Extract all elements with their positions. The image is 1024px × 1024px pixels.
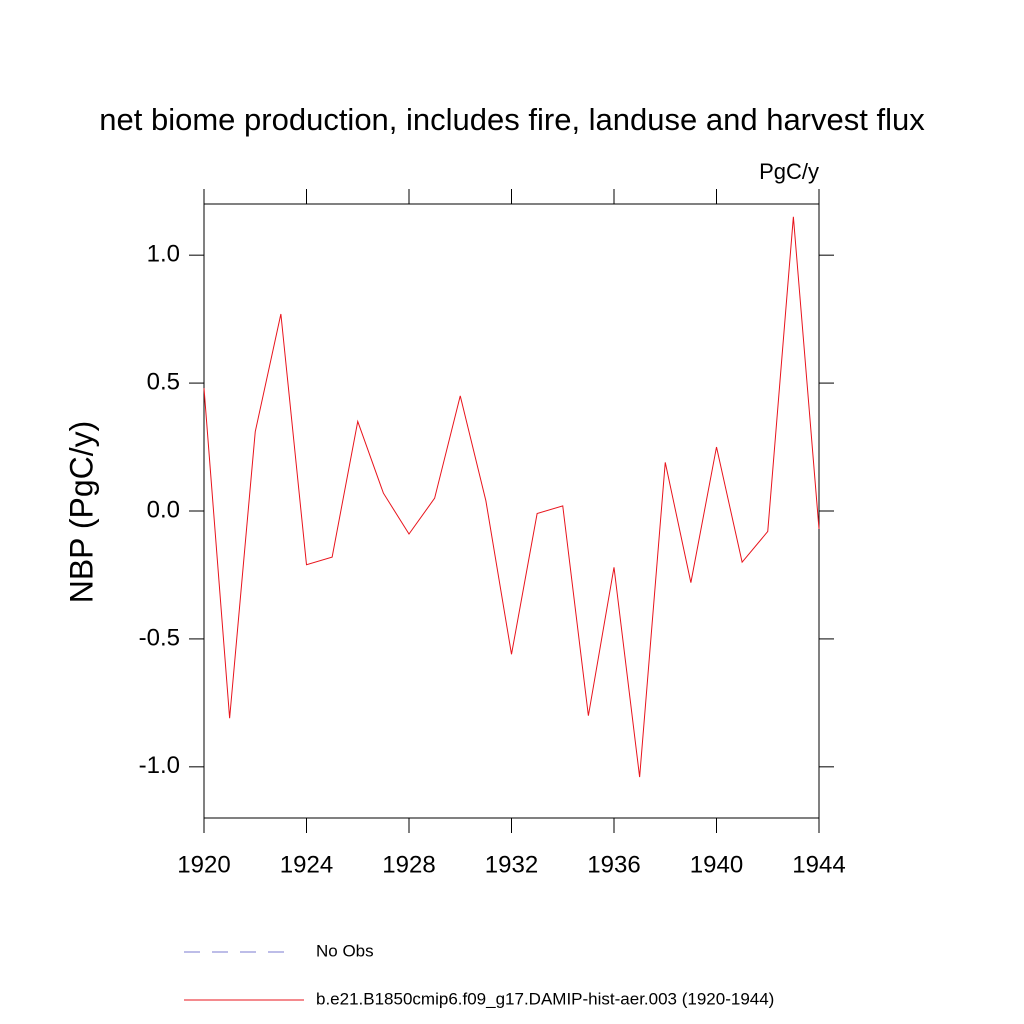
x-tick-label: 1924: [280, 851, 333, 878]
x-tick-label: 1928: [382, 851, 435, 878]
x-tick-label: 1932: [485, 851, 538, 878]
plot-frame: [203, 203, 820, 819]
x-tick-label: 1940: [690, 851, 743, 878]
chart-title: net biome production, includes fire, lan…: [99, 102, 925, 137]
y-tick-label: 0.5: [147, 368, 180, 395]
legend-label: No Obs: [316, 941, 374, 960]
x-tick-label: 1944: [792, 851, 845, 878]
x-tick-label: 1920: [177, 851, 230, 878]
y-tick-label: -0.5: [139, 624, 180, 651]
units-label: PgC/y: [759, 159, 819, 184]
legend-label: b.e21.B1850cmip6.f09_g17.DAMIP-hist-aer.…: [316, 989, 774, 1008]
y-axis-label: NBP (PgC/y): [63, 421, 99, 604]
y-tick-label: 0.0: [147, 496, 180, 523]
y-tick-label: 1.0: [147, 241, 180, 268]
data-line: [203, 216, 820, 778]
x-tick-label: 1936: [587, 851, 640, 878]
y-tick-label: -1.0: [139, 752, 180, 779]
